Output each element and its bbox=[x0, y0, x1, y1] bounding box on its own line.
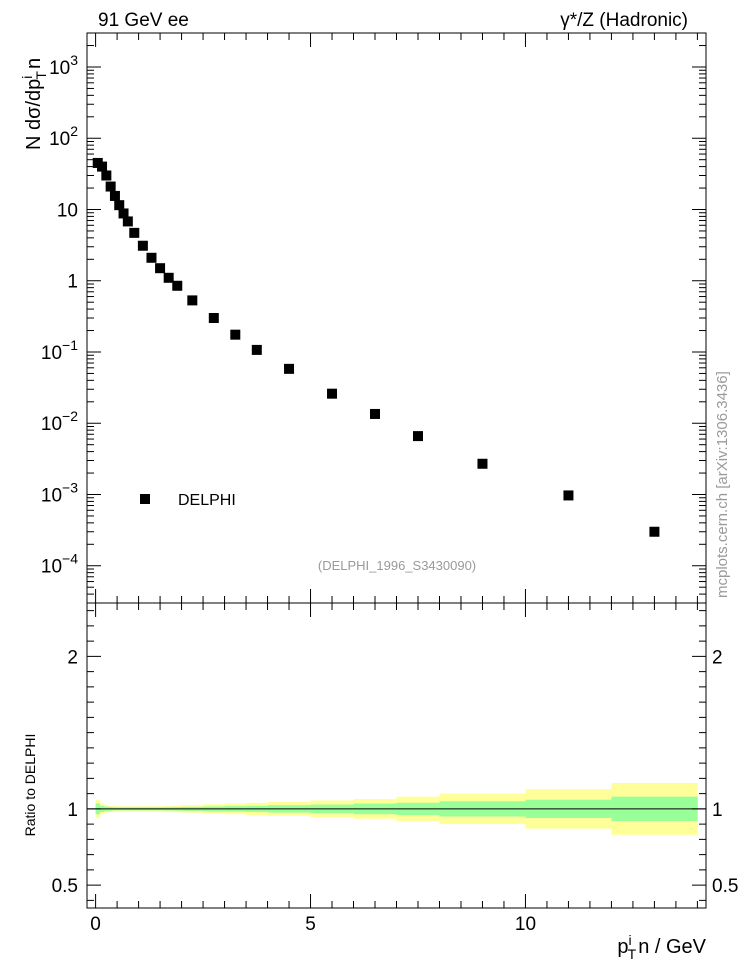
main-axis-ticks bbox=[87, 32, 706, 604]
ratio-ytick-label-right: 1 bbox=[712, 800, 723, 821]
data-point bbox=[155, 263, 166, 274]
ratio-ytick-label-right: 0.5 bbox=[712, 876, 738, 897]
xlabel-sup: i bbox=[629, 932, 632, 948]
data-point bbox=[109, 190, 120, 201]
data-point bbox=[187, 295, 198, 306]
main-y-axis-label: N dσ/dpiTn bbox=[19, 58, 49, 150]
ratio-ytick-label-left: 2 bbox=[67, 647, 78, 668]
main-ytick-label: 1 bbox=[67, 272, 78, 293]
data-point bbox=[97, 161, 108, 172]
data-point bbox=[327, 388, 338, 399]
main-data-points bbox=[92, 157, 660, 537]
ratio-axis-ticks bbox=[87, 603, 706, 908]
ratio-tick-labels: 0.5 0.5 1 1 2 2 0 5 10 bbox=[52, 647, 739, 935]
main-ytick-label: 103 bbox=[49, 52, 78, 79]
ratio-ytick-label-right: 2 bbox=[712, 647, 723, 668]
data-point bbox=[118, 208, 129, 219]
main-ylabel-sup: i bbox=[19, 76, 35, 79]
main-ytick-label: 10−2 bbox=[41, 408, 78, 435]
data-point bbox=[163, 272, 174, 283]
xtick-label: 5 bbox=[305, 914, 316, 935]
xtick-label: 0 bbox=[90, 914, 101, 935]
data-point bbox=[230, 329, 241, 340]
xlabel-sub: T bbox=[628, 946, 637, 962]
ratio-y-axis-label: Ratio to DELPHI bbox=[22, 734, 38, 837]
watermark-text: mcplots.cern.ch [arXiv:1306.3436] bbox=[714, 371, 731, 598]
header-right-label: γ*/Z (Hadronic) bbox=[560, 10, 688, 31]
main-ytick-label: 10−4 bbox=[41, 551, 78, 578]
main-ylabel-sub: T bbox=[33, 71, 49, 80]
data-point bbox=[370, 408, 381, 419]
xtick-label: 10 bbox=[515, 914, 536, 935]
main-ytick-label: 102 bbox=[49, 123, 78, 150]
main-panel: 10−4 10−3 10−2 10−1 1 10 102 103 N dσ/dpiTn DEL… bbox=[19, 32, 707, 604]
data-point bbox=[563, 490, 574, 501]
ratio-frame bbox=[86, 602, 707, 909]
xlabel-tail: n / GeV bbox=[638, 936, 706, 958]
main-y-tick-labels: 10−4 10−3 10−2 10−1 1 10 102 103 bbox=[41, 52, 78, 578]
main-frame bbox=[86, 32, 707, 604]
data-point bbox=[477, 458, 488, 469]
data-point bbox=[129, 227, 140, 238]
data-point bbox=[284, 363, 295, 374]
ratio-ytick-label-left: 1 bbox=[67, 800, 78, 821]
legend-label-delphi: DELPHI bbox=[178, 492, 236, 509]
main-ytick-label: 10−3 bbox=[41, 479, 78, 506]
data-point bbox=[137, 240, 148, 251]
data-point bbox=[101, 170, 112, 181]
data-point bbox=[172, 280, 183, 291]
xlabel-base: p bbox=[617, 936, 628, 958]
data-point bbox=[146, 252, 157, 263]
data-point bbox=[251, 344, 262, 355]
main-ytick-label: 10−1 bbox=[41, 337, 78, 364]
header-left-label: 91 GeV ee bbox=[98, 10, 189, 31]
main-ytick-label: 10 bbox=[57, 200, 78, 221]
data-point bbox=[122, 216, 133, 227]
legend-marker-delphi bbox=[140, 494, 150, 504]
data-point bbox=[412, 431, 423, 442]
analysis-tag: (DELPHI_1996_S3430090) bbox=[318, 558, 476, 573]
data-point bbox=[114, 200, 125, 211]
ratio-ytick-label-left: 0.5 bbox=[52, 876, 78, 897]
data-point bbox=[208, 313, 219, 323]
data-point bbox=[105, 181, 116, 192]
data-point bbox=[649, 526, 660, 537]
main-ylabel-tail: n bbox=[23, 58, 45, 69]
main-ylabel-base: N dσ/dp bbox=[23, 79, 45, 150]
